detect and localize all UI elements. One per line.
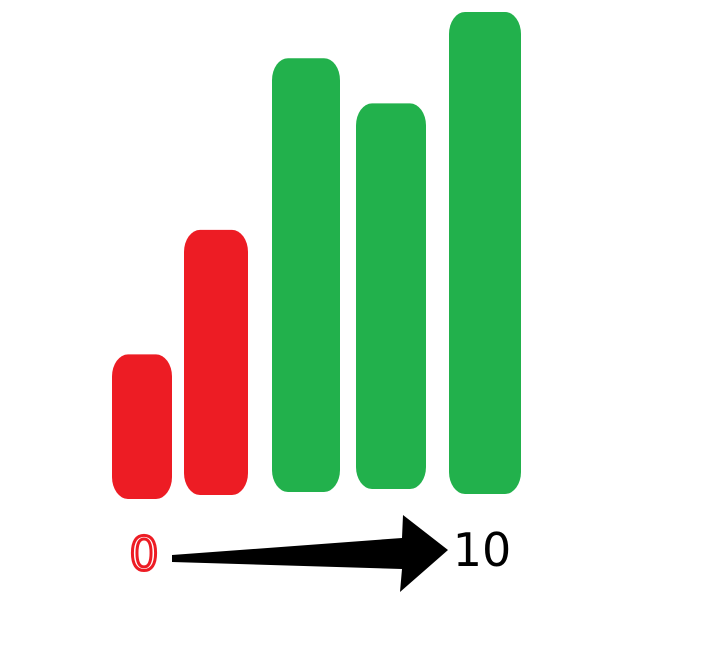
bar-5 (449, 12, 521, 494)
bars-group (112, 12, 521, 499)
bar-4 (356, 103, 426, 490)
bar-2 (184, 229, 248, 495)
scale-group: 0 10 (128, 515, 512, 592)
scale-start-label: 0 (129, 527, 158, 581)
scale-arrow (172, 515, 448, 592)
scale-end-label: 10 (453, 523, 512, 577)
bar-1 (112, 354, 172, 499)
bar-3 (272, 58, 340, 492)
